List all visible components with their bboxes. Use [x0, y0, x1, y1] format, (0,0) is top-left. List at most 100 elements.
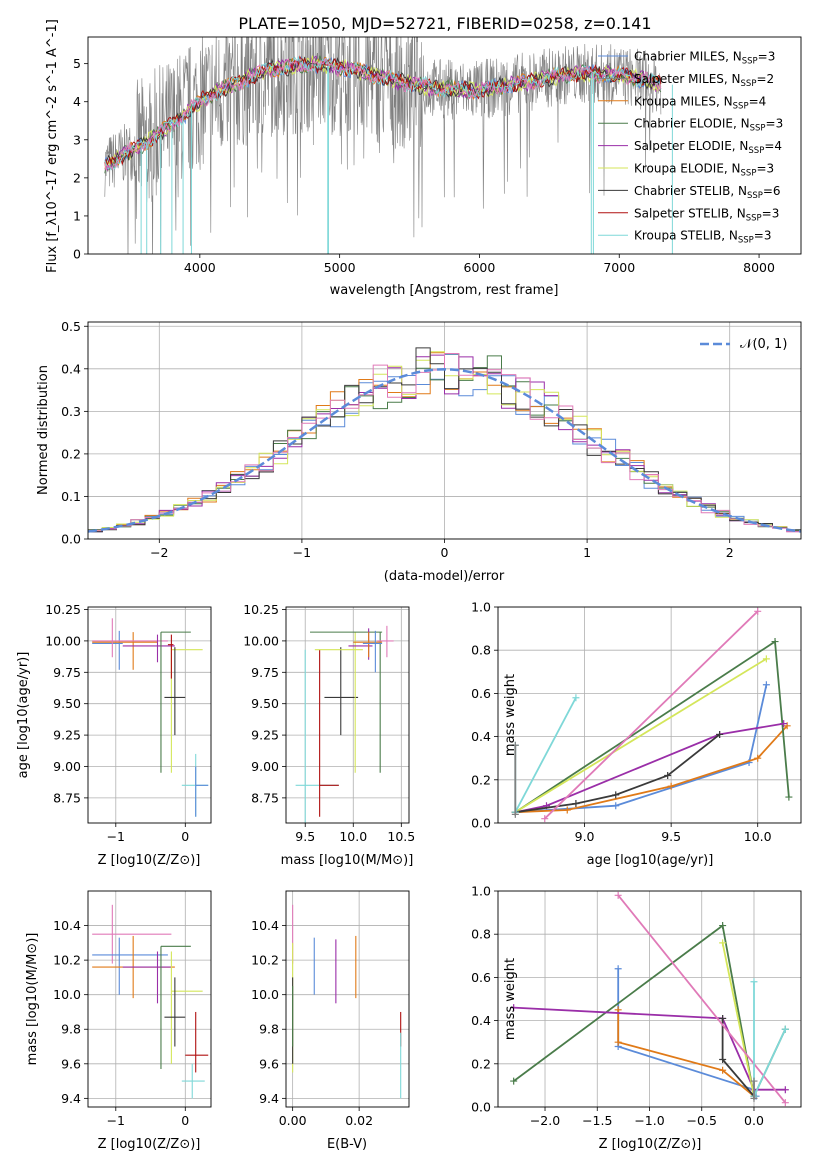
legend-label: Salpeter MILES, NSSP=2 [634, 72, 774, 89]
weight-marker [781, 1025, 789, 1033]
legend-label: Chabrier ELODIE, NSSP=3 [634, 117, 783, 134]
x-tick-label: −1.0 [634, 1113, 664, 1128]
weight-series [513, 1006, 786, 1091]
y-tick-label: 0.1 [61, 489, 81, 504]
x-tick-label: −1.5 [582, 1113, 612, 1128]
plot-area-mass_vs_Z [88, 891, 211, 1107]
y-tick-label: 9.50 [53, 696, 81, 711]
weight-marker [719, 939, 727, 947]
legend-subscript: SSP [741, 79, 757, 89]
y-tick-label: 0.5 [61, 319, 81, 334]
legend-text: =3 [754, 229, 772, 243]
y-axis-label: Flux [f_λ10^-17 erg cm^-2 s^-1 A^-1] [45, 19, 60, 273]
weight-marker [716, 730, 724, 738]
model-spectrum [104, 55, 662, 169]
y-tick-label: 10.00 [45, 633, 81, 648]
x-tick-label: −0.5 [687, 1113, 717, 1128]
weight-series [617, 894, 787, 1104]
weight-series [514, 658, 767, 813]
weight-marker [719, 1066, 727, 1074]
y-tick-label: 4 [73, 94, 81, 109]
y-tick-label: 0.2 [61, 446, 81, 461]
y-axis-label: age [log10(age/yr)] [16, 652, 31, 779]
y-tick-label: 10.4 [251, 918, 279, 933]
axes-frame [87, 321, 802, 540]
y-tick-label: 0.6 [471, 970, 491, 985]
axes-mass_vs_ebv: 0.00 0.02 9.4 9.6 9.8 10.0 10.2 10.4 E(B-V) [251, 890, 410, 1152]
weight-marker [614, 965, 622, 973]
x-tick-label: 9.5 [661, 829, 681, 844]
y-tick-label: 9.8 [61, 1022, 81, 1037]
legend-subscript: SSP [742, 57, 758, 67]
weight-marker [781, 1099, 789, 1107]
plot-area-age_vs_mass [286, 607, 409, 823]
axes-age_vs_Z: −1 0 8.75 9.00 9.25 9.50 9.75 10.00 10.25 Z [log1… [16, 602, 212, 868]
legend-text: =3 [758, 50, 776, 64]
weight-series [515, 725, 788, 814]
weight-series [515, 684, 768, 814]
legend-label: Kroupa ELODIE, NSSP=3 [634, 162, 774, 179]
y-tick-label: 9.4 [259, 1091, 279, 1106]
y-tick-label: 2 [73, 170, 81, 185]
weight-marker [614, 1038, 622, 1046]
axes-residuals: −2 −1 0 1 2 0.0 0.1 0.2 0.3 0.4 0.5 (data-model)/er… [36, 319, 802, 584]
x-tick-label: 0.02 [345, 1113, 373, 1128]
x-tick-label: 0.00 [279, 1113, 307, 1128]
histogram-step [88, 347, 801, 533]
x-tick-label: −1 [107, 829, 125, 844]
y-tick-label: 10.0 [53, 987, 81, 1002]
weight-marker [667, 782, 675, 790]
weight-marker [510, 1077, 518, 1085]
y-tick-label: 0.4 [471, 729, 491, 744]
legend-text: =4 [749, 94, 767, 108]
x-tick-label: 9.5 [295, 829, 315, 844]
x-tick-label: 10.0 [744, 829, 772, 844]
y-axis-label: mass [log10(M/M⊙)] [25, 933, 40, 1066]
axes-frame [87, 36, 802, 255]
y-tick-label: 0.2 [471, 772, 491, 787]
axes-frame [497, 890, 802, 1108]
observed-spectrum [104, 37, 662, 254]
x-axis-label: age [log10(age/yr)] [587, 853, 714, 868]
weight-marker [762, 681, 770, 689]
x-axis-label: mass [log10(M/M⊙)] [281, 853, 414, 868]
legend-subscript: SSP [738, 236, 754, 246]
legend-text: =3 [756, 162, 774, 176]
x-tick-label: 6000 [464, 260, 496, 275]
y-tick-label: 0.4 [61, 361, 81, 376]
y-tick-label: 10.0 [251, 987, 279, 1002]
plot-area-age_vs_Z [88, 607, 211, 823]
axes-frame [285, 606, 410, 824]
weight-series [515, 722, 784, 814]
axes-age_vs_mass: 9.5 10.0 10.5 8.75 9.00 9.25 9.50 9.75 10.00 10.2… [243, 602, 415, 868]
weight-series [721, 942, 755, 1097]
plot-area-weight_vs_age [498, 607, 801, 823]
weight-marker [785, 793, 793, 801]
y-tick-label: 0.8 [471, 927, 491, 942]
legend-label: Chabrier MILES, NSSP=3 [634, 50, 775, 67]
x-axis-label: Z [log10(Z/Z⊙)] [98, 853, 201, 868]
x-tick-label: 4000 [184, 260, 216, 275]
x-tick-label: −2 [150, 545, 168, 560]
x-axis-label: wavelength [Angstrom, rest frame] [330, 283, 559, 298]
legend-label: Kroupa STELIB, NSSP=3 [634, 229, 772, 246]
axes-weight_vs_Z: −2.0 −1.5 −1.0 −0.5 0.0 0.0 0.2 0.4 0.6 0.8 1.0 Z [… [471, 884, 802, 1152]
normal-curve [88, 368, 801, 533]
x-axis-label: (data-model)/error [384, 569, 505, 584]
legend-subscript: SSP [741, 169, 757, 179]
plot-area-spectrum [104, 37, 673, 254]
weight-series [514, 697, 577, 813]
weight-marker [664, 771, 672, 779]
y-tick-label: 9.6 [61, 1056, 81, 1071]
axes-mass_vs_Z: −1 0 9.4 9.6 9.8 10.0 10.2 10.4 Z [log10(Z/Z⊙)] m… [25, 890, 212, 1152]
y-tick-label: 5 [73, 56, 81, 71]
y-tick-label: 0.6 [471, 686, 491, 701]
y-tick-label: 8.75 [53, 790, 81, 805]
weight-marker [510, 1004, 518, 1012]
legend-text: =4 [764, 139, 782, 153]
x-tick-label: 10.5 [387, 829, 415, 844]
y-tick-label: 9.25 [251, 728, 279, 743]
weight-marker [614, 891, 622, 899]
y-tick-label: 0.0 [61, 532, 81, 547]
x-tick-label: −1 [107, 1113, 125, 1128]
